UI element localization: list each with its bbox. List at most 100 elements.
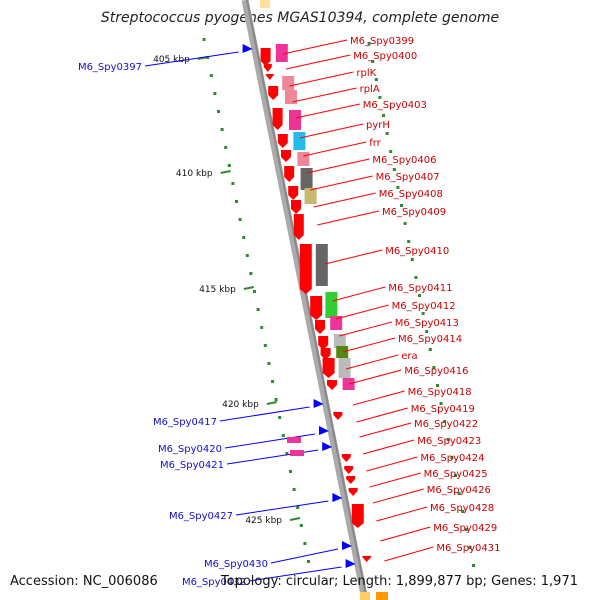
gene-box: [325, 292, 338, 318]
forward-gene-arrow: [341, 454, 351, 462]
tick-dot-inner: [267, 362, 271, 365]
forward-gene-label: M6_Spy0431: [436, 543, 500, 554]
forward-gene-arrow: [281, 150, 291, 162]
axis-label: 405 kbp: [153, 55, 190, 65]
forward-gene-label: pyrH: [366, 120, 390, 131]
tick-dot-inner: [220, 128, 224, 131]
reverse-gene-arrow: [242, 44, 253, 53]
forward-gene-label: M6_Spy0400: [353, 51, 417, 62]
tick-dot-inner: [235, 200, 238, 203]
gene-box: [297, 152, 310, 166]
tick-dot-outer: [472, 564, 475, 567]
axis-tick: [266, 401, 277, 405]
reverse-label-connector: [270, 548, 339, 564]
forward-label-connector: [353, 390, 405, 406]
tick-dot-inner: [227, 164, 231, 167]
tick-dot-inner: [217, 110, 220, 113]
tick-dot-outer: [418, 294, 421, 297]
forward-gene-label: M6_Spy0406: [372, 155, 436, 166]
tick-dot-outer: [392, 168, 396, 171]
forward-label-connector: [369, 472, 421, 488]
forward-gene-arrow: [346, 476, 356, 484]
reverse-gene-arrow: [322, 442, 333, 451]
tick-dot-inner: [238, 218, 242, 221]
forward-gene-label: M6_Spy0423: [417, 436, 481, 447]
forward-label-connector: [289, 71, 354, 87]
tick-dot-outer: [410, 258, 414, 261]
accession-text: Accession: NC_006086: [10, 574, 158, 589]
reverse-gene-arrow: [332, 493, 343, 502]
forward-gene-arrow: [315, 320, 325, 334]
forward-gene-label: M6_Spy0416: [404, 366, 468, 377]
tick-dot-outer: [396, 186, 400, 189]
gene-box: [376, 592, 388, 600]
tick-dot-outer: [374, 78, 378, 81]
tick-dot-inner: [256, 308, 260, 311]
gene-box: [293, 132, 306, 150]
forward-gene-arrow: [268, 86, 279, 100]
forward-gene-arrow: [263, 64, 272, 72]
reverse-gene-arrow: [342, 541, 352, 550]
axis-label: 425 kbp: [245, 516, 282, 526]
gene-box: [330, 316, 343, 330]
forward-label-connector: [310, 175, 373, 191]
axis-tick: [289, 517, 301, 521]
tick-dot-inner: [271, 380, 274, 383]
forward-label-connector: [372, 488, 424, 504]
tick-dot-outer: [378, 96, 382, 99]
forward-gene-label: M6_Spy0425: [424, 469, 488, 480]
tick-dot-inner: [202, 38, 206, 41]
forward-gene-label: M6_Spy0408: [379, 189, 443, 200]
forward-label-connector: [362, 439, 415, 455]
forward-gene-arrow: [320, 348, 331, 360]
forward-gene-arrow: [362, 556, 372, 562]
reverse-gene-label: M6_Spy0432: [182, 577, 246, 588]
forward-gene-label: rplK: [356, 68, 376, 79]
forward-gene-arrow: [288, 186, 299, 200]
forward-label-connector: [342, 337, 396, 353]
tick-dot-inner: [260, 326, 264, 329]
tick-dot-outer: [407, 240, 411, 243]
tick-dot-outer: [439, 402, 443, 405]
reverse-gene-label: M6_Spy0430: [204, 559, 268, 570]
forward-label-connector: [324, 249, 383, 265]
gene-box: [342, 378, 355, 390]
tick-dot-outer: [385, 132, 389, 135]
forward-label-connector: [332, 286, 386, 302]
tick-dot-outer: [446, 438, 450, 441]
tick-dot-inner: [209, 74, 213, 77]
reverse-gene-arrow: [345, 559, 356, 568]
forward-label-connector: [376, 506, 428, 522]
forward-gene-label: M6_Spy0418: [408, 387, 472, 398]
forward-label-connector: [303, 141, 367, 157]
forward-gene-label: rplA: [360, 84, 380, 95]
forward-gene-arrow: [344, 466, 354, 474]
reverse-gene-label: M6_Spy0397: [78, 62, 142, 73]
tick-dot-inner: [292, 488, 296, 491]
forward-gene-label: M6_Spy0412: [392, 301, 456, 312]
forward-gene-arrow: [291, 200, 301, 214]
axis-label: 410 kbp: [176, 169, 213, 179]
forward-gene-arrow: [348, 488, 358, 496]
forward-label-connector: [384, 546, 434, 562]
tick-dot-inner: [307, 560, 310, 563]
forward-gene-label: era: [401, 351, 417, 362]
forward-gene-label: M6_Spy0419: [411, 404, 475, 415]
tick-dot-inner: [274, 398, 278, 401]
gene-box: [360, 592, 370, 600]
reverse-label-connector: [144, 51, 239, 67]
tick-dot-inner: [303, 542, 307, 545]
tick-dot-inner: [278, 416, 282, 419]
tick-dot-outer: [468, 546, 472, 549]
gene-box: [260, 0, 270, 8]
forward-label-connector: [335, 304, 389, 320]
reverse-label-connector: [224, 433, 316, 449]
forward-gene-arrow: [318, 336, 329, 350]
forward-label-connector: [345, 354, 399, 370]
forward-gene-label: M6_Spy0407: [376, 172, 440, 183]
tick-dot-inner: [263, 344, 267, 347]
tick-dot-inner: [253, 290, 256, 293]
gene-box: [282, 76, 295, 90]
forward-gene-label: M6_Spy0409: [382, 207, 446, 218]
